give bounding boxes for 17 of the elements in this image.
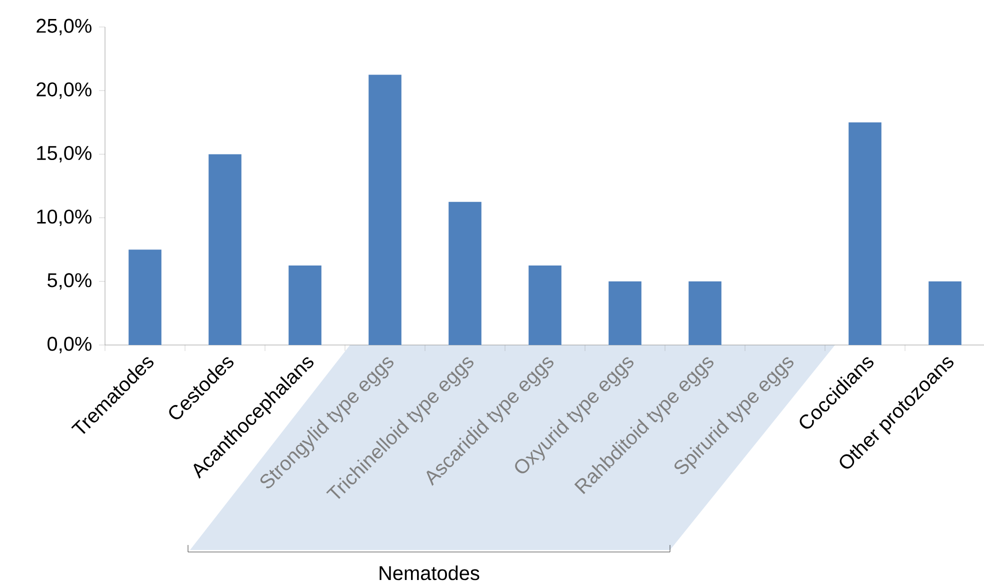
bar [688, 281, 722, 345]
bar [528, 265, 562, 345]
bar [368, 74, 402, 345]
bar [208, 154, 242, 345]
y-tick-label: 20,0% [36, 82, 92, 99]
bar [608, 281, 642, 345]
y-tick-label: 25,0% [36, 18, 92, 36]
bar [928, 281, 962, 345]
y-tick-label: 15,0% [37, 146, 92, 162]
y-tick-label: 10,0% [37, 210, 92, 226]
bar [848, 122, 882, 345]
y-tick-label: 0,0% [48, 336, 92, 354]
bar [288, 265, 322, 345]
y-tick-label: 5,0% [48, 273, 92, 290]
bar [128, 250, 162, 345]
text: Nematodes [380, 566, 480, 580]
bar [448, 202, 482, 345]
